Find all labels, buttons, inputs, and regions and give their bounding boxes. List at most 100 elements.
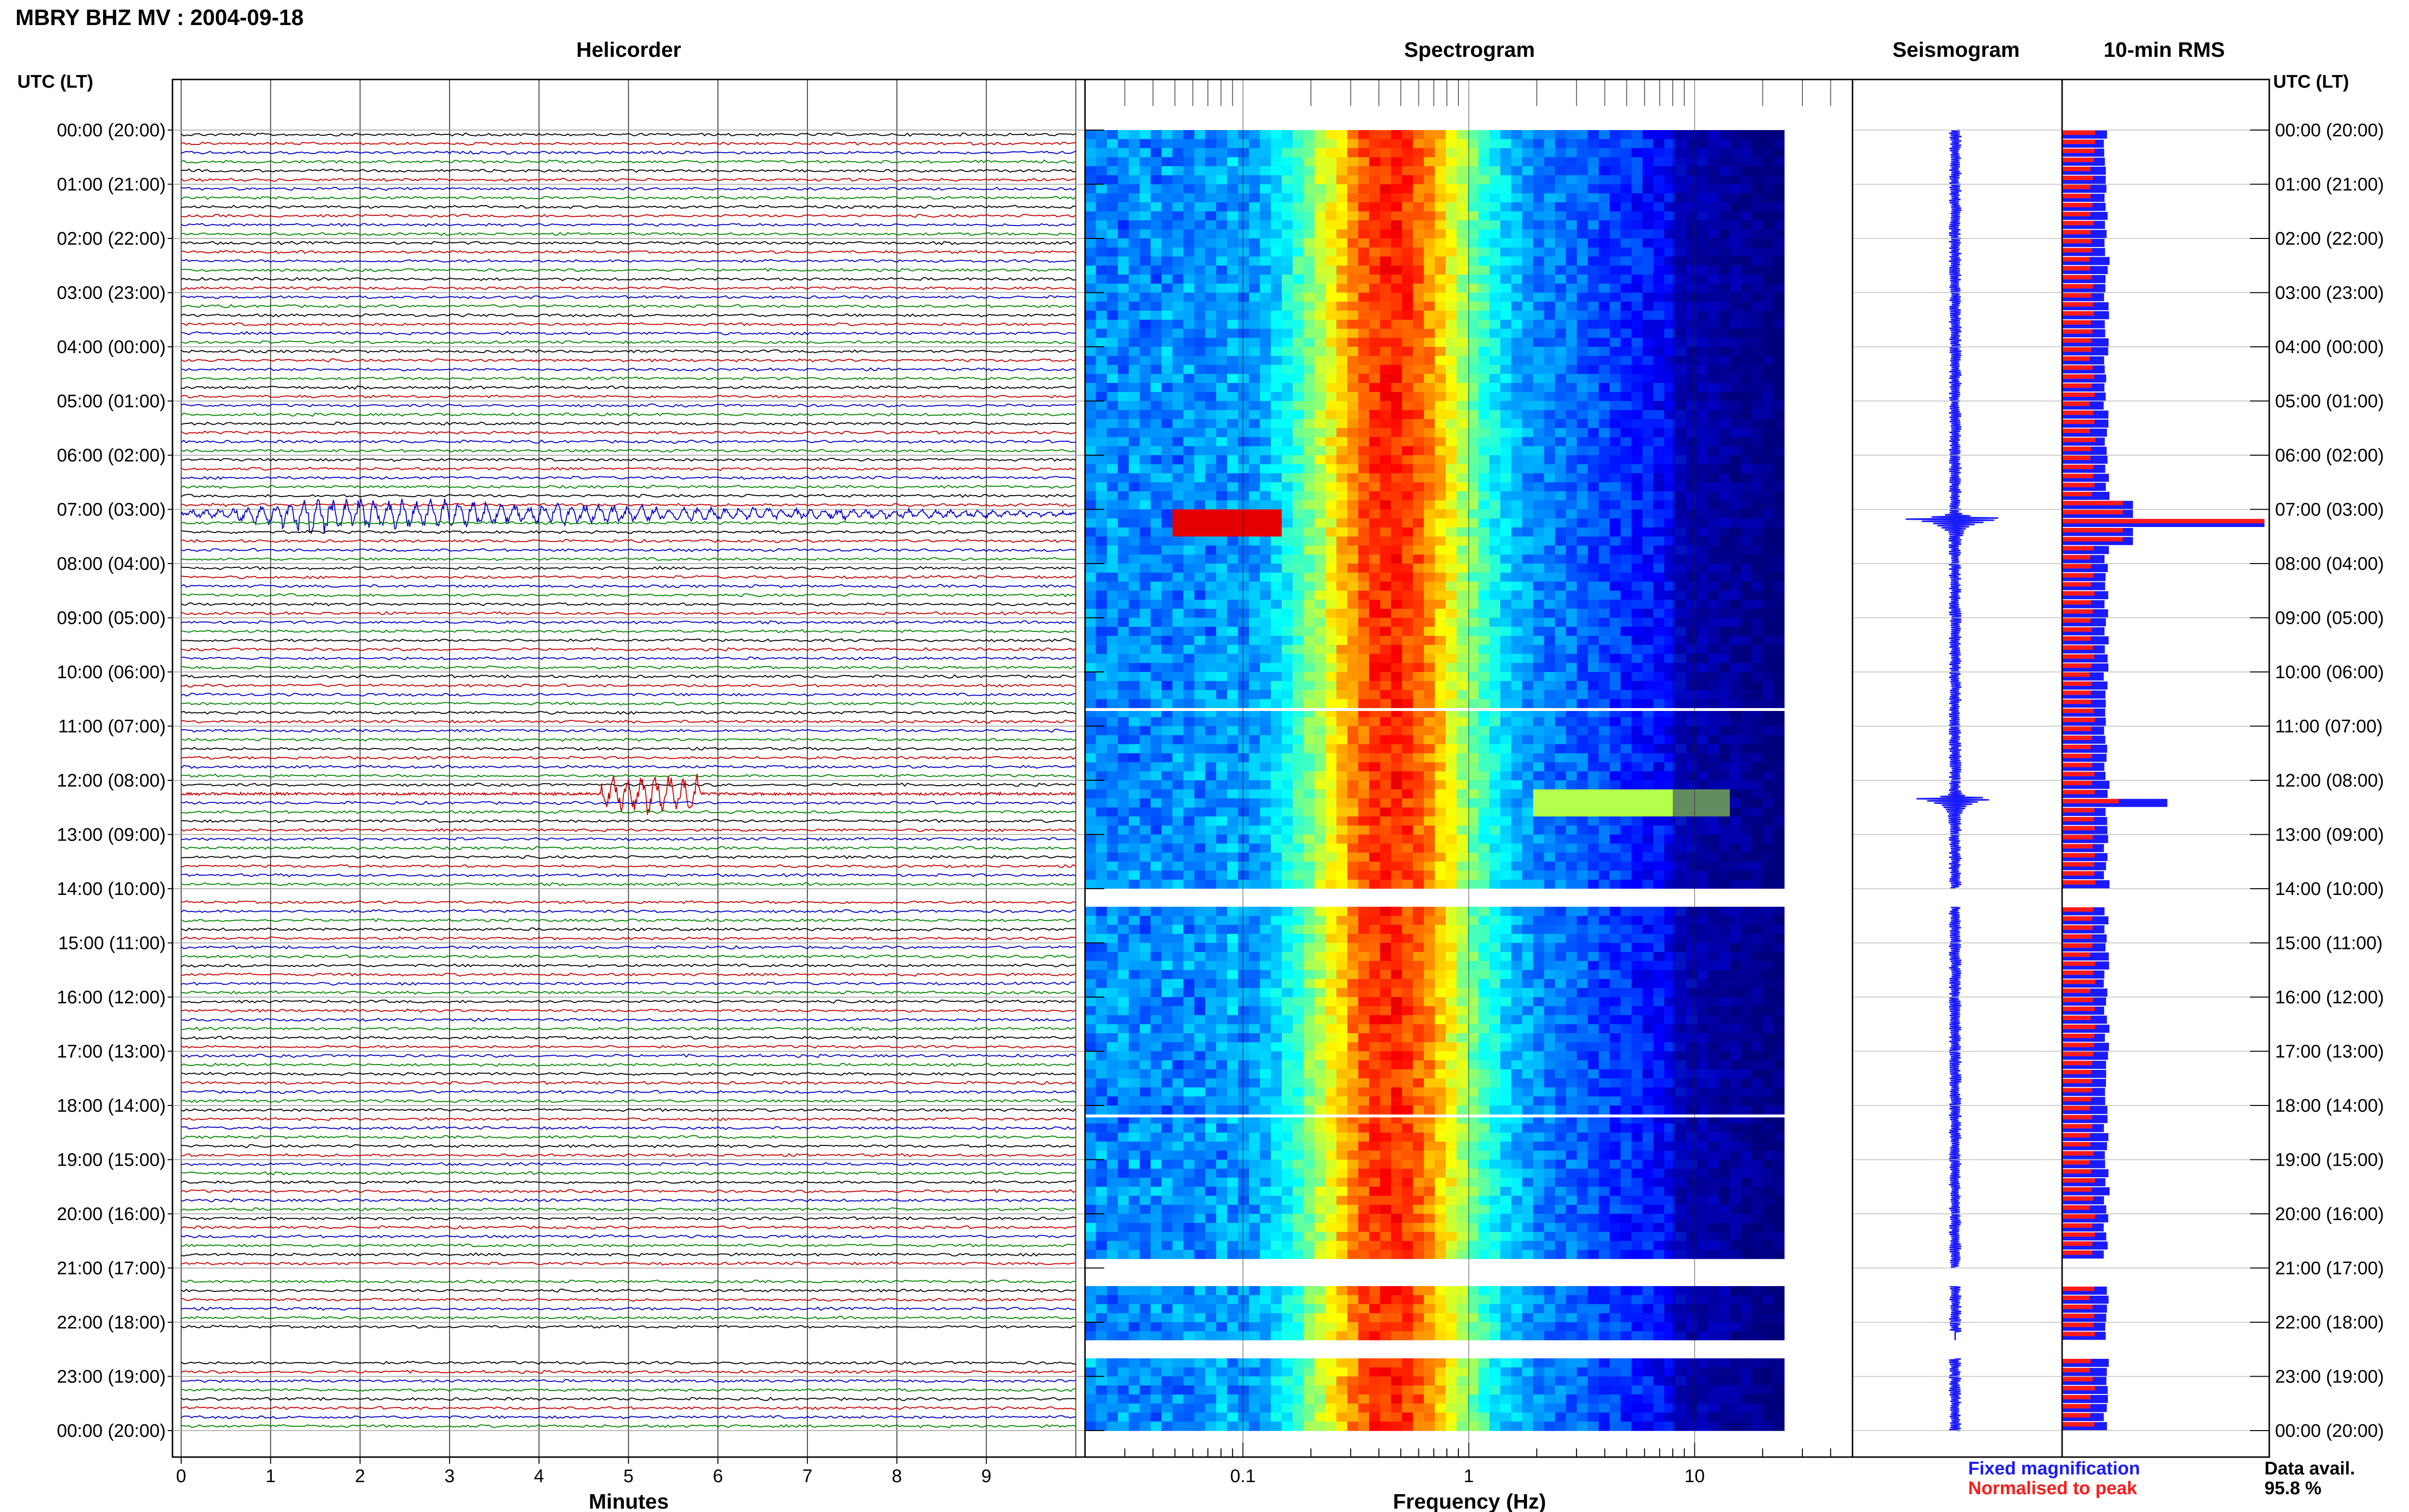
spectrogram-cell: [1369, 608, 1381, 618]
spectrogram-cell: [1774, 572, 1785, 582]
spectrogram-cell: [1642, 329, 1654, 338]
spectrogram-cell: [1533, 229, 1545, 239]
spectrogram-cell: [1369, 283, 1381, 293]
spectrogram-cell: [1358, 672, 1370, 682]
spectrogram-cell: [1675, 636, 1687, 645]
spectrogram-cell: [1675, 347, 1687, 356]
spectrogram-cell: [1358, 148, 1370, 158]
spectrogram-cell: [1347, 644, 1359, 655]
spectrogram-cell: [1500, 338, 1512, 347]
spectrogram-cell: [1391, 419, 1403, 429]
spectrogram-cell: [1205, 419, 1217, 429]
spectrogram-cell: [1085, 500, 1097, 510]
spectrogram-cell: [1730, 744, 1741, 754]
spectrogram-cell: [1303, 690, 1315, 699]
spectrogram-cell: [1249, 265, 1260, 275]
spectrogram-cell: [1380, 392, 1391, 402]
spectrogram-cell: [1719, 184, 1731, 194]
spectrogram-cell: [1489, 572, 1501, 582]
spectrogram-cell: [1434, 175, 1446, 185]
spectrogram-cell: [1511, 581, 1522, 591]
spectrogram-cell: [1511, 428, 1522, 438]
spectrogram-cell: [1599, 509, 1610, 519]
spectrogram-cell: [1762, 302, 1774, 311]
spectrogram-cell: [1566, 600, 1577, 609]
spectrogram-cell: [1085, 383, 1097, 393]
spectrogram-cell: [1096, 717, 1107, 727]
spectrogram-cell: [1620, 401, 1632, 410]
spectrogram-cell: [1719, 618, 1731, 627]
spectrogram-cell: [1599, 726, 1610, 736]
spectrogram-cell: [1774, 275, 1785, 284]
spectrogram-cell: [1227, 473, 1239, 483]
spectrogram-cell: [1096, 193, 1107, 203]
spectrogram-cell: [1445, 166, 1457, 176]
spectrogram-cell: [1719, 473, 1731, 483]
spectrogram-cell: [1434, 148, 1446, 158]
spectrogram-cell: [1609, 482, 1621, 492]
spectrogram-cell: [1697, 428, 1708, 438]
spectrogram-cell: [1522, 608, 1534, 618]
spectrogram-cell: [1489, 482, 1501, 492]
spectrogram-cell: [1620, 139, 1632, 149]
spectrogram-cell: [1576, 536, 1588, 546]
spectrogram-cell: [1151, 283, 1162, 293]
spectrogram-cell: [1434, 311, 1446, 320]
spectrogram-cell: [1762, 581, 1774, 591]
spectrogram-cell: [1347, 672, 1359, 682]
spectrogram-cell: [1271, 311, 1282, 320]
spectrogram-cell: [1544, 419, 1556, 429]
spectrogram-cell: [1227, 338, 1239, 347]
spectrogram-cell: [1183, 355, 1195, 366]
spectrogram-cell: [1216, 491, 1228, 501]
spectrogram-cell: [1314, 401, 1326, 410]
spectrogram-cell: [1653, 283, 1665, 293]
spectrogram-cell: [1642, 663, 1654, 672]
spectrogram-cell: [1107, 500, 1118, 510]
spectrogram-cell: [1719, 374, 1731, 383]
spectrogram-cell: [1194, 265, 1206, 275]
spectrogram-cell: [1096, 753, 1107, 763]
spectrogram-cell: [1194, 536, 1206, 546]
spectrogram-cell: [1380, 437, 1391, 447]
spectrogram-cell: [1151, 175, 1162, 185]
right-axis-title: UTC (LT): [2273, 72, 2349, 92]
spectrogram-cell: [1664, 410, 1676, 420]
spectrogram-cell: [1096, 256, 1107, 266]
spectrogram-cell: [1533, 139, 1545, 149]
spectrogram-cell: [1293, 672, 1304, 682]
spectrogram-cell: [1576, 446, 1588, 456]
spectrogram-cell: [1325, 545, 1337, 555]
spectrogram-cell: [1533, 771, 1545, 781]
spectrogram-cell: [1544, 446, 1556, 456]
spectrogram-cell: [1478, 690, 1490, 699]
spectrogram-cell: [1642, 600, 1654, 609]
spectrogram-cell: [1751, 672, 1763, 682]
spectrogram-cell: [1139, 229, 1151, 239]
spectrogram-cell: [1249, 663, 1260, 672]
spectrogram-cell: [1478, 238, 1490, 248]
helicorder-trace-line: [181, 557, 1076, 561]
spectrogram-cell: [1434, 780, 1446, 790]
spectrogram-cell: [1314, 184, 1326, 194]
spectrogram-cell: [1719, 581, 1731, 591]
spectrogram-cell: [1719, 536, 1731, 546]
spectrogram-cell: [1216, 654, 1228, 663]
spectrogram-cell: [1085, 428, 1097, 438]
spectrogram-cell: [1216, 627, 1228, 636]
spectrogram-cell: [1489, 726, 1501, 736]
spectrogram-cell: [1511, 518, 1522, 528]
spectrogram-cell: [1511, 355, 1522, 366]
spectrogram-cell: [1293, 753, 1304, 763]
spectrogram-cell: [1118, 717, 1129, 727]
spectrogram-cell: [1730, 302, 1741, 311]
spectrogram-cell: [1358, 509, 1370, 519]
spectrogram-cell: [1642, 166, 1654, 176]
spectrogram-cell: [1336, 789, 1348, 799]
spectrogram-cell: [1631, 247, 1643, 257]
spectrogram-cell: [1161, 536, 1173, 546]
spectrogram-cell: [1118, 392, 1129, 402]
spectrogram-cell: [1588, 338, 1599, 347]
spectrogram-cell: [1118, 627, 1129, 636]
spectrogram-cell: [1139, 193, 1151, 203]
